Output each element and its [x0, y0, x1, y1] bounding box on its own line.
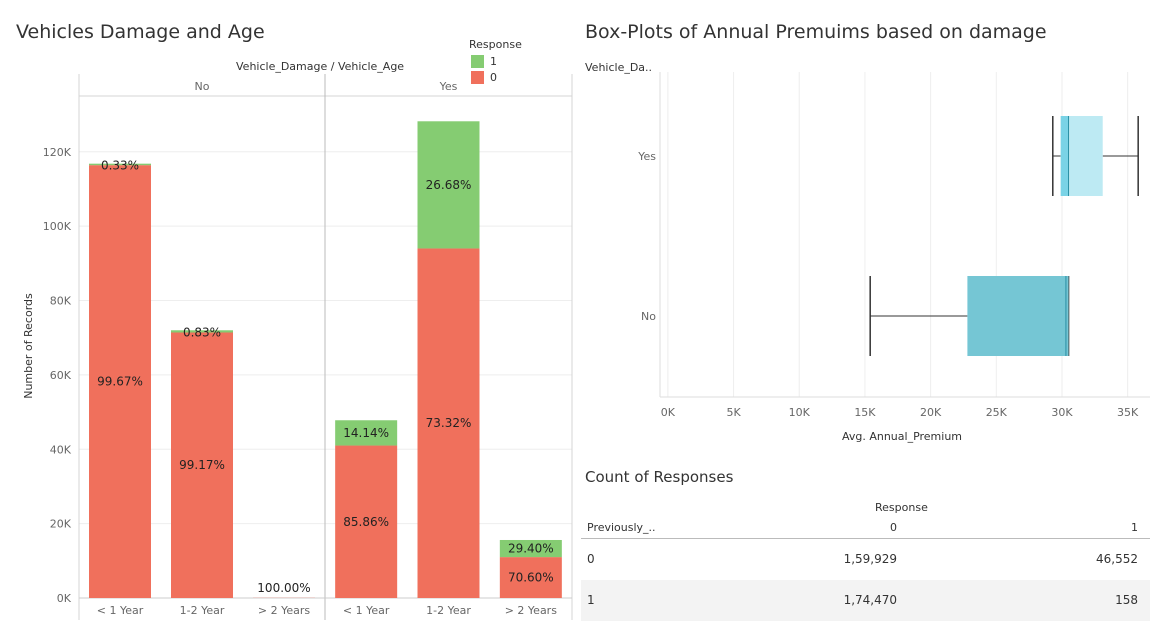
- data-label: 73.32%: [426, 416, 472, 430]
- x-tick-label: > 2 Years: [505, 604, 557, 617]
- data-label: 85.86%: [343, 515, 389, 529]
- y-tick-label: 20K: [50, 518, 72, 531]
- legend-swatch-1: [471, 55, 484, 68]
- x-tick-label: > 2 Years: [258, 604, 310, 617]
- data-label: 0.83%: [183, 325, 221, 339]
- y-axis-label: Number of Records: [22, 293, 35, 399]
- bar-segment-response-1: [89, 163, 151, 166]
- data-label: 100.00%: [257, 581, 310, 595]
- legend-swatch-0: [471, 71, 484, 84]
- table-row: 1 1,74,470 158: [581, 580, 1150, 621]
- table-cell: 158: [1115, 593, 1138, 607]
- bar-segment-response-0: [335, 445, 398, 598]
- data-label: 70.60%: [508, 571, 554, 585]
- box-lower: [967, 276, 1066, 356]
- bar-segment-response-0: [417, 248, 480, 598]
- legend-label-1: 1: [490, 55, 497, 68]
- x-tick-label: 20K: [920, 406, 942, 419]
- bar-segment-response-0: [499, 557, 562, 598]
- y-tick-label: 80K: [50, 295, 72, 308]
- table-col-header-1: 1: [1131, 521, 1138, 534]
- legend-title: Response: [469, 38, 522, 51]
- data-label: 99.67%: [97, 375, 143, 389]
- y-tick-label: 40K: [50, 443, 72, 456]
- y-tick-label: 60K: [50, 369, 72, 382]
- table-title: Count of Responses: [585, 468, 734, 486]
- x-tick-label: 1-2 Year: [426, 604, 471, 617]
- legend-item-0[interactable]: 0: [466, 71, 522, 84]
- x-tick-label: 1-2 Year: [180, 604, 225, 617]
- box-lower: [1060, 116, 1069, 196]
- table-cell: 1,59,929: [843, 552, 897, 566]
- x-tick-label: 5K: [726, 406, 741, 419]
- bar-segment-response-0: [171, 332, 233, 598]
- table-row-key: 0: [587, 552, 595, 566]
- bar-segment-response-0: [89, 165, 151, 599]
- x-tick-label: 0K: [661, 406, 676, 419]
- bar-segment-response-1: [171, 330, 233, 333]
- bar-segment-response-1: [417, 121, 480, 249]
- y-tick-label: Yes: [637, 150, 656, 163]
- data-label: 14.14%: [343, 426, 389, 440]
- box-upper: [1068, 116, 1103, 196]
- table-column-group-header: Response: [875, 501, 928, 514]
- pane-header-no: No: [195, 80, 210, 93]
- table-cell: 1,74,470: [843, 593, 897, 607]
- pane-header-yes: Yes: [439, 80, 458, 93]
- table-header-row: Previously_.. 0 1: [581, 516, 1150, 539]
- table-col-header-0: 0: [890, 521, 897, 534]
- data-label: 0.33%: [101, 159, 139, 173]
- column-header: Vehicle_Damage / Vehicle_Age: [236, 60, 404, 73]
- y-tick-label: 0K: [57, 592, 72, 605]
- y-tick-label: 120K: [43, 146, 72, 159]
- y-tick-label: No: [641, 310, 656, 323]
- table-body: 0 1,59,929 46,552 1 1,74,470 158: [581, 539, 1150, 621]
- box-plot-chart: Vehicle_Da.. Avg. Annual_Premium 0K 5K 10K…: [585, 61, 1150, 443]
- data-label: 99.17%: [179, 458, 225, 472]
- bar-chart-title: Vehicles Damage and Age: [16, 21, 265, 43]
- x-tick-label: 10K: [789, 406, 811, 419]
- bar-segment-response-1: [499, 539, 562, 558]
- stacked-bar-chart: Vehicle_Damage / Vehicle_Age Number of R…: [22, 60, 573, 620]
- table-row-header: Previously_..: [587, 521, 656, 534]
- row-header: Vehicle_Da..: [585, 61, 652, 74]
- legend[interactable]: Response 1 0: [466, 38, 522, 84]
- data-label: 29.40%: [508, 542, 554, 556]
- table-row-key: 1: [587, 593, 595, 607]
- boxplot-chart-title: Box-Plots of Annual Premuims based on da…: [585, 21, 1047, 43]
- x-axis-label: Avg. Annual_Premium: [842, 430, 962, 443]
- data-label: 26.68%: [426, 178, 472, 192]
- x-tick-label: 35K: [1117, 406, 1139, 419]
- x-tick-label: < 1 Year: [97, 604, 144, 617]
- x-tick-label: 25K: [986, 406, 1008, 419]
- x-tick-label: 30K: [1051, 406, 1073, 419]
- x-tick-label: 15K: [854, 406, 876, 419]
- table-cell: 46,552: [1096, 552, 1138, 566]
- table-row: 0 1,59,929 46,552: [581, 539, 1150, 580]
- legend-item-1[interactable]: 1: [466, 55, 522, 68]
- legend-label-0: 0: [490, 71, 497, 84]
- bar-segment-response-1: [335, 420, 398, 446]
- box-upper: [1065, 276, 1069, 356]
- y-tick-label: 100K: [43, 220, 72, 233]
- x-tick-label: < 1 Year: [343, 604, 390, 617]
